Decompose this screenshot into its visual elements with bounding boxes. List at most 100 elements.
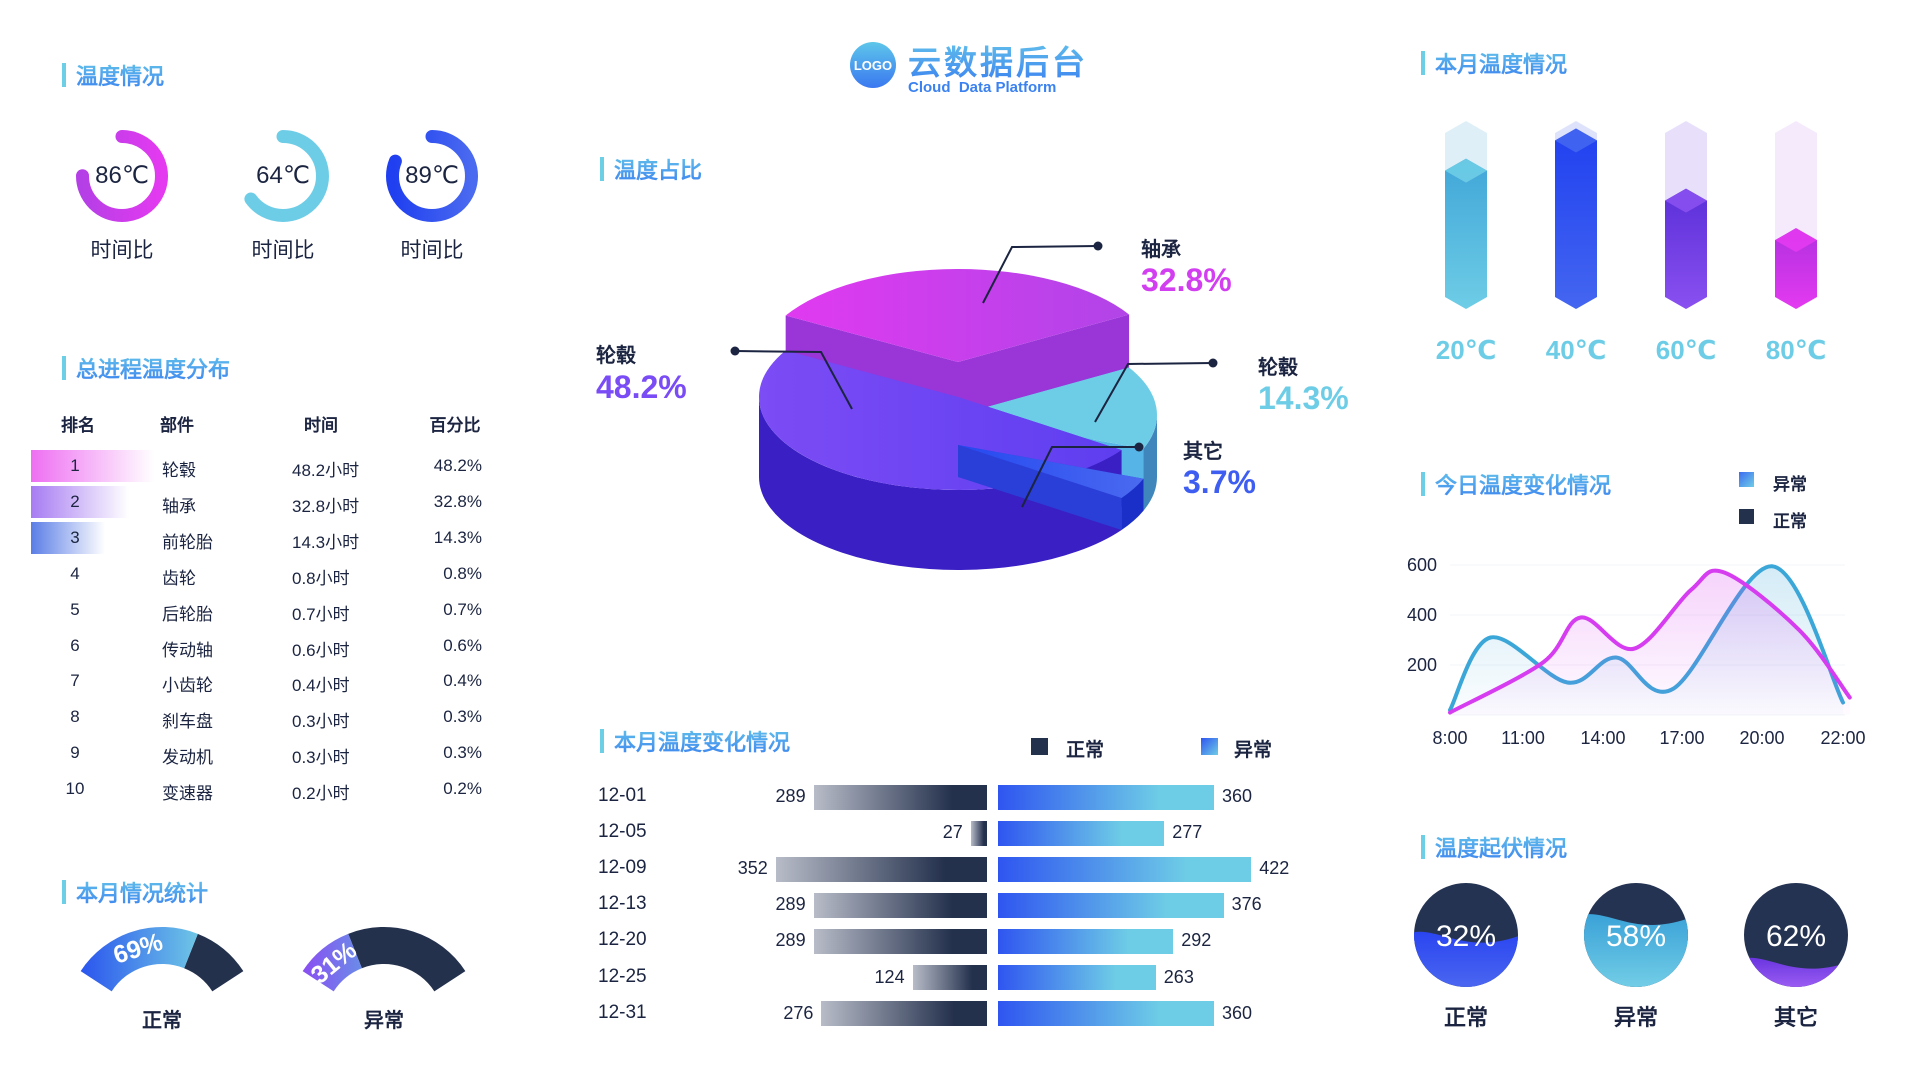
pie-slice-top [958,445,1144,498]
pie-leader-line [982,245,1099,304]
ring-gauge [237,130,329,222]
part-cell: 齿轮 [162,568,196,588]
gauge-fill [80,927,198,992]
bar-abnormal-value: 263 [1163,966,1194,987]
part-cell: 传动轴 [162,640,213,660]
part-cell: 后轮胎 [162,604,213,624]
pie-label-name-3: 轮毂 [596,345,636,367]
section-title-pie: 温度占比 [600,156,702,183]
prism-fill [1555,128,1597,309]
pie-leader-dot [1134,442,1144,452]
part-cell: 刹车盘 [162,712,213,732]
rank-cell: 5 [70,599,80,619]
bar-normal [813,784,987,810]
ring-label: 时间比 [90,239,154,262]
bar-abnormal [998,965,1156,990]
pie-label-name-1: 轮毂 [1258,357,1298,379]
gauge-label-normal: 正常 [142,1010,182,1032]
part-cell: 变速器 [162,784,213,804]
wave-fill [1744,957,1848,987]
temp-prism [1555,121,1597,309]
line-legend-abnormal-swatch [1739,472,1754,487]
pie-leader-line [1094,362,1214,423]
ring-label: 时间比 [400,239,464,262]
part-cell: 发动机 [162,748,213,768]
rank-cell: 2 [70,491,80,511]
rank-highlight [31,450,154,482]
bar-category-label: 12-09 [598,857,647,879]
section-title-distribution: 总进程温度分布 [62,355,230,382]
pct-cell: 48.2% [433,456,482,475]
time-cell: 48.2小时 [292,461,360,480]
time-cell: 0.3小时 [292,712,350,732]
section-title-monthly-temp: 本月温度情况 [1421,50,1567,77]
wave-circle: 32% [1414,883,1518,987]
section-title-temp-status: 温度情况 [62,62,164,89]
pie-slice-wall [958,445,1122,530]
pie-leader-dot [1093,241,1103,251]
wave-circle-bg [1744,883,1848,987]
prism-cap [1775,228,1817,253]
ring-value: 64℃ [256,162,310,189]
pie-label-pct-1: 14.3% [1258,380,1349,416]
wave-label: 其它 [1773,1005,1818,1030]
temp-prism [1445,121,1487,309]
temp-column-label: 20℃ [1435,335,1497,365]
rank-cell: 9 [70,743,80,763]
bar-normal-value: 352 [737,858,768,879]
legend-abnormal-label: 异常 [1234,740,1273,761]
wave-label: 正常 [1443,1005,1488,1030]
legend-normal-label: 正常 [1066,740,1105,761]
bar-normal-value: 124 [874,966,905,987]
bar-normal-value: 289 [775,786,806,806]
bar-abnormal-value: 360 [1222,1002,1253,1023]
wave-circle: 58% [1584,883,1688,987]
pie-label-pct-3: 48.2% [596,369,687,405]
bar-category-label: 12-31 [598,1001,647,1023]
prism-cap [1665,188,1707,213]
bar-normal-value: 276 [783,1002,814,1023]
gauge-track [184,933,244,992]
section-title-line: 今日温度变化情况 [1421,471,1611,498]
time-cell: 0.4小时 [292,676,350,696]
bar-abnormal [998,928,1174,954]
col-header-part: 部件 [160,416,194,435]
pie-slice-side [1143,415,1157,511]
gauge-label-abnormal: 异常 [364,1010,404,1032]
pct-cell: 0.3% [443,743,482,763]
pct-cell: 0.3% [443,707,482,727]
bar-normal [775,856,987,882]
y-tick-label: 600 [1407,555,1437,575]
ring-gauge [386,130,478,222]
bar-normal [821,1001,987,1027]
line-chart: 200 400 600 8:00 11:00 14:00 17:00 20:00 22:00 [1407,555,1866,748]
pie-label-name-0: 轴承 [1141,239,1181,261]
rank-cell: 4 [70,563,80,583]
pct-cell: 32.8% [433,491,482,511]
temp-column-label: 40℃ [1545,335,1607,365]
pie-slice [958,445,1144,530]
pct-cell: 0.2% [443,779,482,799]
ring-arc [386,130,478,222]
monthly-gauges: 69% 31% [80,927,466,992]
rank-highlight [31,485,129,518]
rank-cell: 7 [70,671,80,691]
bar-abnormal-value: 292 [1181,930,1212,951]
bar-category-label: 12-20 [598,929,647,951]
bar-normal-value: 27 [942,822,963,843]
wave-value: 32% [1436,920,1496,953]
pie-slice-top [759,350,1122,490]
ring-arc [76,130,168,222]
rank-cell: 10 [65,779,85,799]
bar-abnormal-value: 277 [1172,822,1203,843]
wave-fill [1414,931,1518,987]
pie-label-pct-0: 32.8% [1141,262,1232,298]
time-cell: 32.8小时 [292,496,360,516]
ring-arc [237,130,329,222]
part-cell: 轮毂 [162,461,196,480]
x-tick-label: 22:00 [1820,728,1865,748]
part-cell: 轴承 [162,496,196,516]
temp-prism [1665,121,1707,309]
ring-value: 89℃ [405,162,459,189]
col-header-rank: 排名 [61,416,95,435]
